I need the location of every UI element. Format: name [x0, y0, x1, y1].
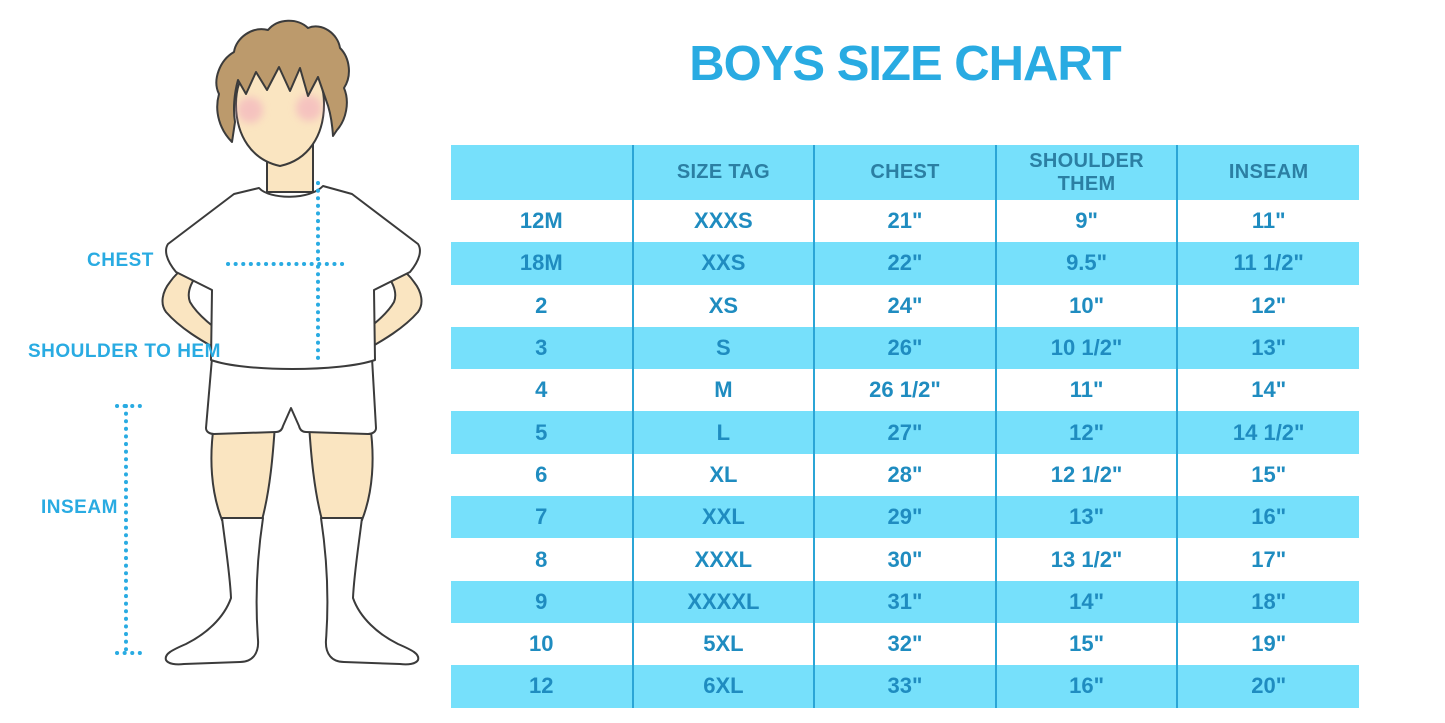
table-cell: 26 1/2" — [813, 369, 996, 412]
table-cell: 14" — [994, 580, 1178, 623]
table-cell: XXXXL — [631, 580, 815, 623]
table-cell: 16" — [994, 665, 1178, 708]
column-header — [451, 145, 633, 200]
row-size-cell: 9 — [451, 580, 633, 623]
table-cell: 14 1/2" — [1176, 411, 1359, 454]
table-row: 2 XS 24" 10" 12" — [451, 284, 1359, 327]
table-cell: 12" — [1176, 284, 1359, 327]
table-cell: 27" — [813, 411, 996, 454]
table-cell: 15" — [1176, 453, 1359, 497]
row-size-cell: 6 — [535, 461, 548, 487]
table-row: 8 XXXL 30" 13 1/2" 17" — [451, 538, 1359, 581]
table-cell: XS — [631, 284, 815, 327]
table-cell: S — [631, 326, 815, 370]
row-size-cell: 12 — [451, 665, 633, 708]
table-row: 7 XXL 29" 13" 16" — [451, 496, 1359, 539]
table-row: 12M XXXS 21" 9" 11" — [451, 200, 1359, 243]
boy-hair — [215, 19, 350, 143]
boy-blush-left-icon — [237, 97, 263, 123]
size-table-header: SIZE TAG CHEST SHOULDER THEM INSEAM — [451, 145, 1359, 200]
size-table-body: 12M XXXS 21" 9" 11" 18M XXS 22" 9.5" 11 1/2" 2 XS 24… — [451, 200, 1359, 708]
row-size-cell: 7 — [451, 496, 633, 539]
table-cell: 32" — [813, 622, 996, 666]
table-cell: XXS — [631, 242, 815, 285]
table-cell: 18" — [1176, 580, 1359, 623]
table-row: 5 L 27" 12" 14 1/2" — [451, 411, 1359, 454]
table-row: 3 S 26" 10 1/2" 13" — [451, 326, 1359, 370]
table-cell: 10" — [994, 284, 1178, 327]
column-header: SIZE TAG — [631, 145, 815, 200]
row-size-cell: 12M — [519, 208, 563, 234]
table-cell: M — [631, 369, 815, 412]
column-header: SHOULDER THEM — [994, 145, 1178, 200]
table-row: 4 M 26 1/2" 11" 14" — [451, 369, 1359, 412]
table-cell: 21" — [813, 200, 996, 243]
table-cell: 9.5" — [994, 242, 1178, 285]
table-cell: 16" — [1176, 496, 1359, 539]
table-cell: 26" — [813, 326, 996, 370]
table-cell: 15" — [994, 622, 1178, 666]
shoulder-to-hem-label: SHOULDER TO HEM — [28, 341, 221, 362]
table-row: 18M XXS 22" 9.5" 11 1/2" — [451, 242, 1359, 285]
page-title: BOYS SIZE CHART — [689, 37, 1121, 91]
table-cell: 13 1/2" — [994, 538, 1178, 581]
table-cell: 12 1/2" — [994, 453, 1178, 497]
boy-right-sock — [320, 517, 420, 666]
table-cell: 17" — [1176, 538, 1359, 581]
table-cell: 12" — [994, 411, 1178, 454]
table-cell: 11 1/2" — [1176, 242, 1359, 285]
row-size-cell: 10 — [529, 631, 554, 657]
size-table: SIZE TAG CHEST SHOULDER THEM INSEAM 12M XXXS… — [451, 145, 1359, 708]
table-cell: 13" — [1176, 326, 1359, 370]
table-row: 10 5XL 32" 15" 19" — [451, 622, 1359, 666]
column-header: CHEST — [813, 145, 996, 200]
row-size-cell: 3 — [451, 326, 633, 370]
table-row: 6 XL 28" 12 1/2" 15" — [451, 453, 1359, 497]
table-cell: 6XL — [631, 665, 815, 708]
table-cell: 22" — [813, 242, 996, 285]
boy-left-sock — [164, 517, 264, 666]
table-cell: L — [631, 411, 815, 454]
table-cell: 31" — [813, 580, 996, 623]
table-cell: 29" — [813, 496, 996, 539]
table-cell: 30" — [813, 538, 996, 581]
table-cell: 19" — [1176, 622, 1359, 666]
row-size-cell: 2 — [535, 292, 548, 318]
table-cell: XXXS — [631, 200, 815, 243]
table-cell: 11" — [994, 369, 1178, 412]
table-cell: 11" — [1176, 200, 1359, 243]
table-row: 9 XXXXL 31" 14" 18" — [451, 580, 1359, 623]
table-cell: 24" — [813, 284, 996, 327]
table-header-row: SIZE TAG CHEST SHOULDER THEM INSEAM — [451, 145, 1359, 200]
boy-left-leg — [210, 423, 277, 521]
row-size-cell: 8 — [535, 546, 548, 572]
row-size-cell: 18M — [451, 242, 633, 285]
table-cell: 33" — [813, 665, 996, 708]
boy-right-leg — [307, 423, 374, 521]
table-cell: 13" — [994, 496, 1178, 539]
table-cell: 10 1/2" — [994, 326, 1178, 370]
inseam-label: INSEAM — [41, 497, 118, 518]
table-cell: 5XL — [631, 622, 815, 666]
table-cell: XXL — [631, 496, 815, 539]
table-cell: 20" — [1176, 665, 1359, 708]
column-header: INSEAM — [1176, 145, 1359, 200]
table-cell: 9" — [994, 200, 1178, 243]
boy-measurement-figure — [115, 19, 423, 666]
table-cell: 28" — [813, 453, 996, 497]
table-cell: 14" — [1176, 369, 1359, 412]
table-cell: XXXL — [631, 538, 815, 581]
chest-label: CHEST — [87, 250, 154, 271]
row-size-cell: 4 — [535, 377, 548, 403]
table-cell: XL — [631, 453, 815, 497]
row-size-cell: 5 — [451, 411, 633, 454]
table-row: 12 6XL 33" 16" 20" — [451, 665, 1359, 708]
boy-blush-right-icon — [296, 95, 322, 121]
